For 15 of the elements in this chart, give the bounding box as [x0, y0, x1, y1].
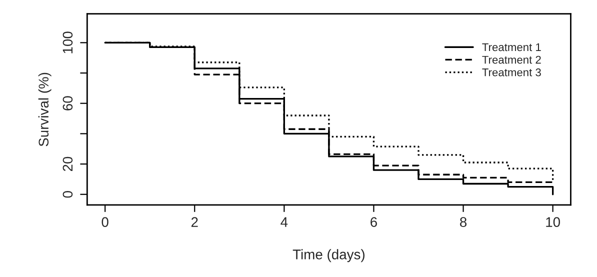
y-tick-label: 20: [62, 156, 73, 172]
x-tick-label: 4: [280, 217, 288, 227]
y-axis-title: Survival (%): [38, 72, 52, 146]
legend-label: Treatment 2: [482, 56, 541, 64]
legend-label: Treatment 1: [482, 43, 541, 52]
x-tick-label: 8: [460, 217, 467, 227]
x-tick-label: 0: [102, 217, 108, 227]
x-axis-title: Time (days): [292, 249, 364, 262]
y-tick-label: 60: [62, 96, 73, 110]
legend-label: Treatment 3: [482, 68, 541, 76]
x-tick-label: 10: [546, 217, 560, 227]
y-tick-label: 0: [62, 191, 73, 198]
x-tick-label: 6: [370, 217, 377, 227]
y-tick-label: 100: [62, 32, 73, 54]
x-tick-label: 2: [191, 217, 198, 227]
